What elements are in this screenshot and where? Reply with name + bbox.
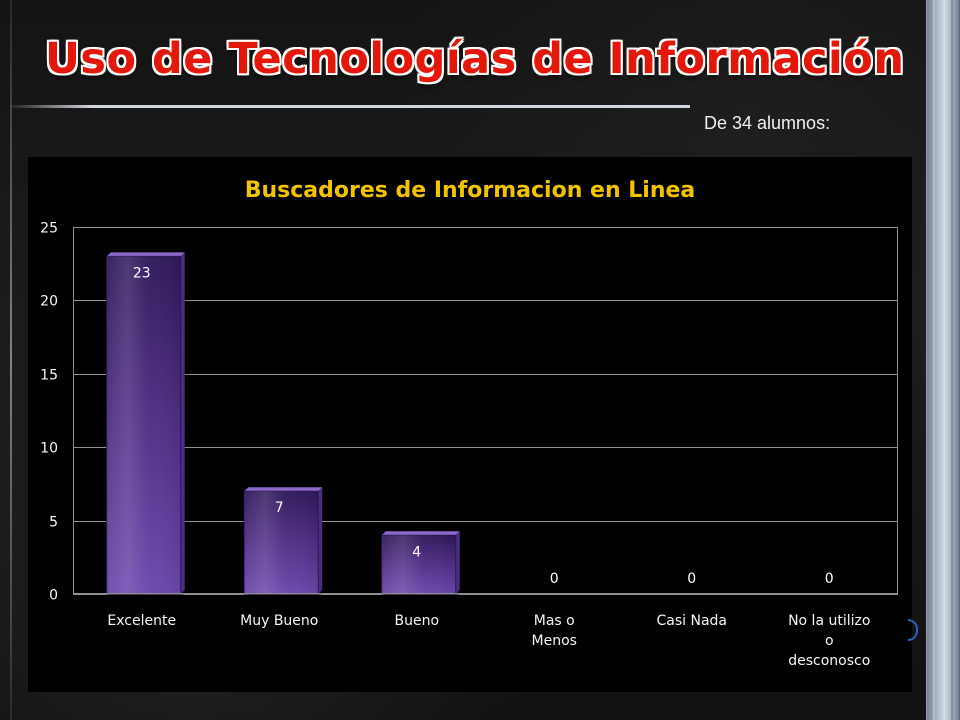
bar-1	[243, 487, 323, 598]
bar-top-face-0	[106, 252, 185, 257]
bar-side-face-1	[318, 487, 323, 594]
chart-panel: Buscadores de Informacion en Linea 0 5 10 1…	[28, 157, 912, 692]
category-label-line-3-0: Mas o	[534, 613, 575, 629]
data-label-2: 4	[412, 544, 421, 560]
category-axis: Excelente Muy Bueno Bueno Mas o Menos Casi Na…	[107, 613, 870, 669]
y-tick-label-25: 25	[40, 221, 58, 237]
y-tick-label-5: 5	[49, 515, 58, 531]
bar-top-face-2	[381, 531, 460, 536]
right-decorative-frame	[926, 0, 960, 720]
data-label-4: 0	[687, 571, 696, 587]
category-label-line-2-0: Bueno	[394, 613, 439, 629]
category-label-line-5-2: desconosco	[788, 653, 870, 669]
category-label-0: Excelente	[107, 613, 176, 629]
y-axis-ticks: 0 5 10 15 20 25	[40, 221, 58, 604]
title-underline	[10, 105, 690, 108]
category-label-line-5-1: o	[825, 633, 834, 649]
y-tick-label-0: 0	[49, 588, 58, 604]
data-label-0: 23	[133, 265, 151, 281]
y-tick-label-10: 10	[40, 441, 58, 457]
bar-gloss-0	[106, 256, 181, 594]
bar-0	[106, 252, 185, 598]
category-label-2: Bueno	[394, 613, 439, 629]
category-label-4: Casi Nada	[656, 613, 727, 629]
slide-title: Uso de Tecnologías de Información	[45, 34, 905, 84]
bar-series	[106, 252, 460, 598]
data-label-5: 0	[825, 571, 834, 587]
plot-area-border	[73, 227, 898, 594]
category-label-3: Mas o Menos	[532, 613, 577, 649]
bar-2	[381, 531, 460, 598]
bar-top-face-1	[244, 487, 323, 492]
data-label-layer: 23 7 4 0 0 0	[133, 265, 834, 587]
category-label-line-0-0: Excelente	[107, 613, 176, 629]
category-label-line-1-0: Muy Bueno	[240, 613, 318, 629]
chart-svg: Buscadores de Informacion en Linea 0 5 10 1…	[40, 178, 898, 669]
chart-grid	[73, 227, 898, 595]
category-label-line-3-1: Menos	[532, 633, 577, 649]
category-label-line-5-0: No la utilizo	[788, 613, 870, 629]
category-label-line-4-0: Casi Nada	[656, 613, 727, 629]
bar-gloss-1	[244, 491, 319, 594]
blue-edge-marker	[908, 619, 918, 641]
student-count-text: De 34 alumnos:	[704, 113, 831, 133]
y-tick-label-20: 20	[40, 294, 58, 310]
left-decorative-line	[10, 0, 12, 720]
category-label-1: Muy Bueno	[240, 613, 318, 629]
bar-side-face-2	[455, 531, 460, 594]
bar-gloss-2	[381, 535, 456, 594]
y-tick-label-15: 15	[40, 368, 58, 384]
chart-title: Buscadores de Informacion en Linea	[245, 178, 696, 203]
data-label-3: 0	[550, 571, 559, 587]
category-label-5: No la utilizo o desconosco	[788, 613, 870, 669]
data-label-1: 7	[275, 500, 284, 516]
bar-side-face-0	[180, 252, 185, 595]
